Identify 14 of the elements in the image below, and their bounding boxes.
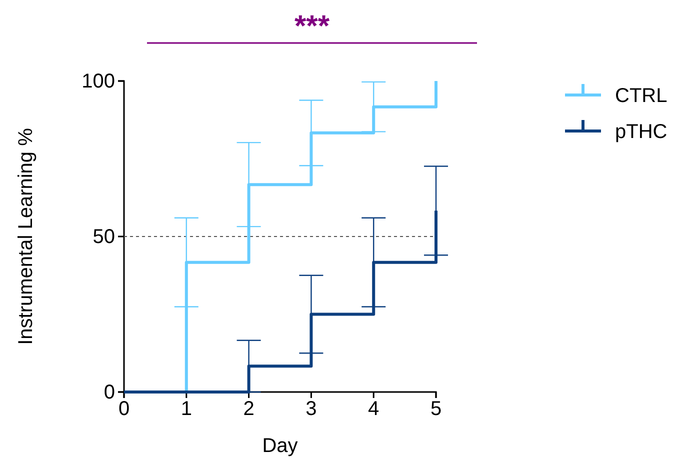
y-axis-title: Instrumental Learning % bbox=[15, 128, 37, 345]
legend-label: pTHC bbox=[615, 121, 668, 143]
x-tick-label: 4 bbox=[368, 398, 380, 420]
x-tick-label: 5 bbox=[430, 398, 442, 420]
y-tick-label: 50 bbox=[92, 226, 115, 248]
x-tick-label: 3 bbox=[306, 398, 317, 420]
y-tick-label: 100 bbox=[82, 70, 115, 92]
x-tick-label: 0 bbox=[118, 398, 130, 420]
x-axis-title: Day bbox=[262, 435, 298, 457]
text: *** bbox=[294, 10, 330, 43]
y-tick-label: 0 bbox=[104, 381, 115, 404]
legend-label: CTRL bbox=[615, 85, 668, 107]
x-tick-label: 1 bbox=[180, 398, 192, 420]
x-tick-label: 2 bbox=[243, 398, 254, 420]
